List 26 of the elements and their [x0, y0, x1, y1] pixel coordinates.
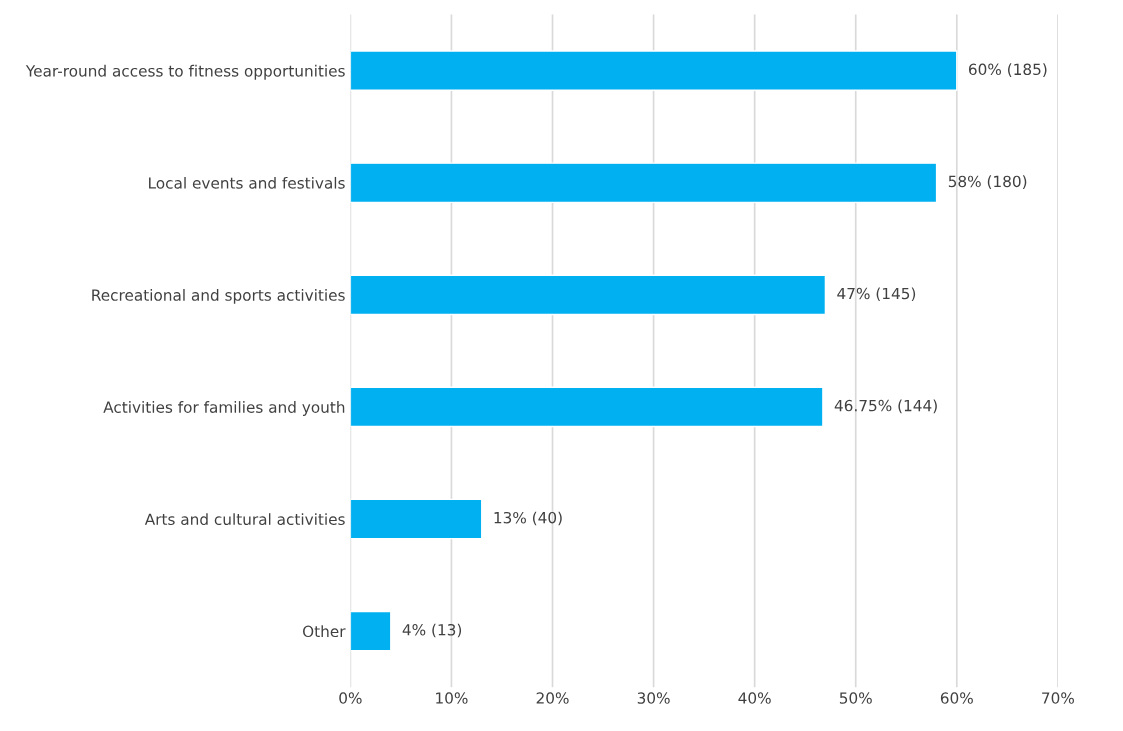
y-tick-label: Local events and festivals — [149, 176, 345, 189]
bar — [350, 162, 938, 204]
data-label: 13% (40) — [494, 511, 562, 526]
x-tick-label: 0% — [339, 692, 362, 704]
y-tick-label: Recreational and sports activities — [92, 289, 345, 304]
y-tick-label: Activities for families and youth — [103, 401, 345, 416]
x-tick-label: 40% — [738, 692, 771, 704]
bar — [350, 498, 483, 540]
data-label: 4% (13) — [402, 623, 462, 638]
data-label: 46.75% (144) — [834, 399, 937, 414]
data-label: 60% (185) — [968, 63, 1047, 77]
x-tick-label: 10% — [436, 692, 468, 704]
bar — [350, 50, 958, 91]
bar — [350, 386, 824, 428]
bar — [350, 610, 392, 652]
y-tick-label: Arts and cultural activities — [144, 513, 345, 526]
bar — [350, 274, 827, 316]
data-label: 47% (145) — [837, 287, 916, 302]
x-tick-label: 60% — [940, 692, 973, 704]
x-tick-label: 50% — [839, 692, 872, 704]
data-label: 58% (180) — [948, 175, 1027, 189]
x-tick-label: 30% — [637, 692, 670, 704]
y-tick-label: Year-round access to fitness opportunities — [25, 64, 345, 80]
x-tick-label: 20% — [536, 692, 569, 704]
x-tick-label: 70% — [1042, 692, 1074, 704]
y-tick-label: Other — [302, 625, 346, 638]
